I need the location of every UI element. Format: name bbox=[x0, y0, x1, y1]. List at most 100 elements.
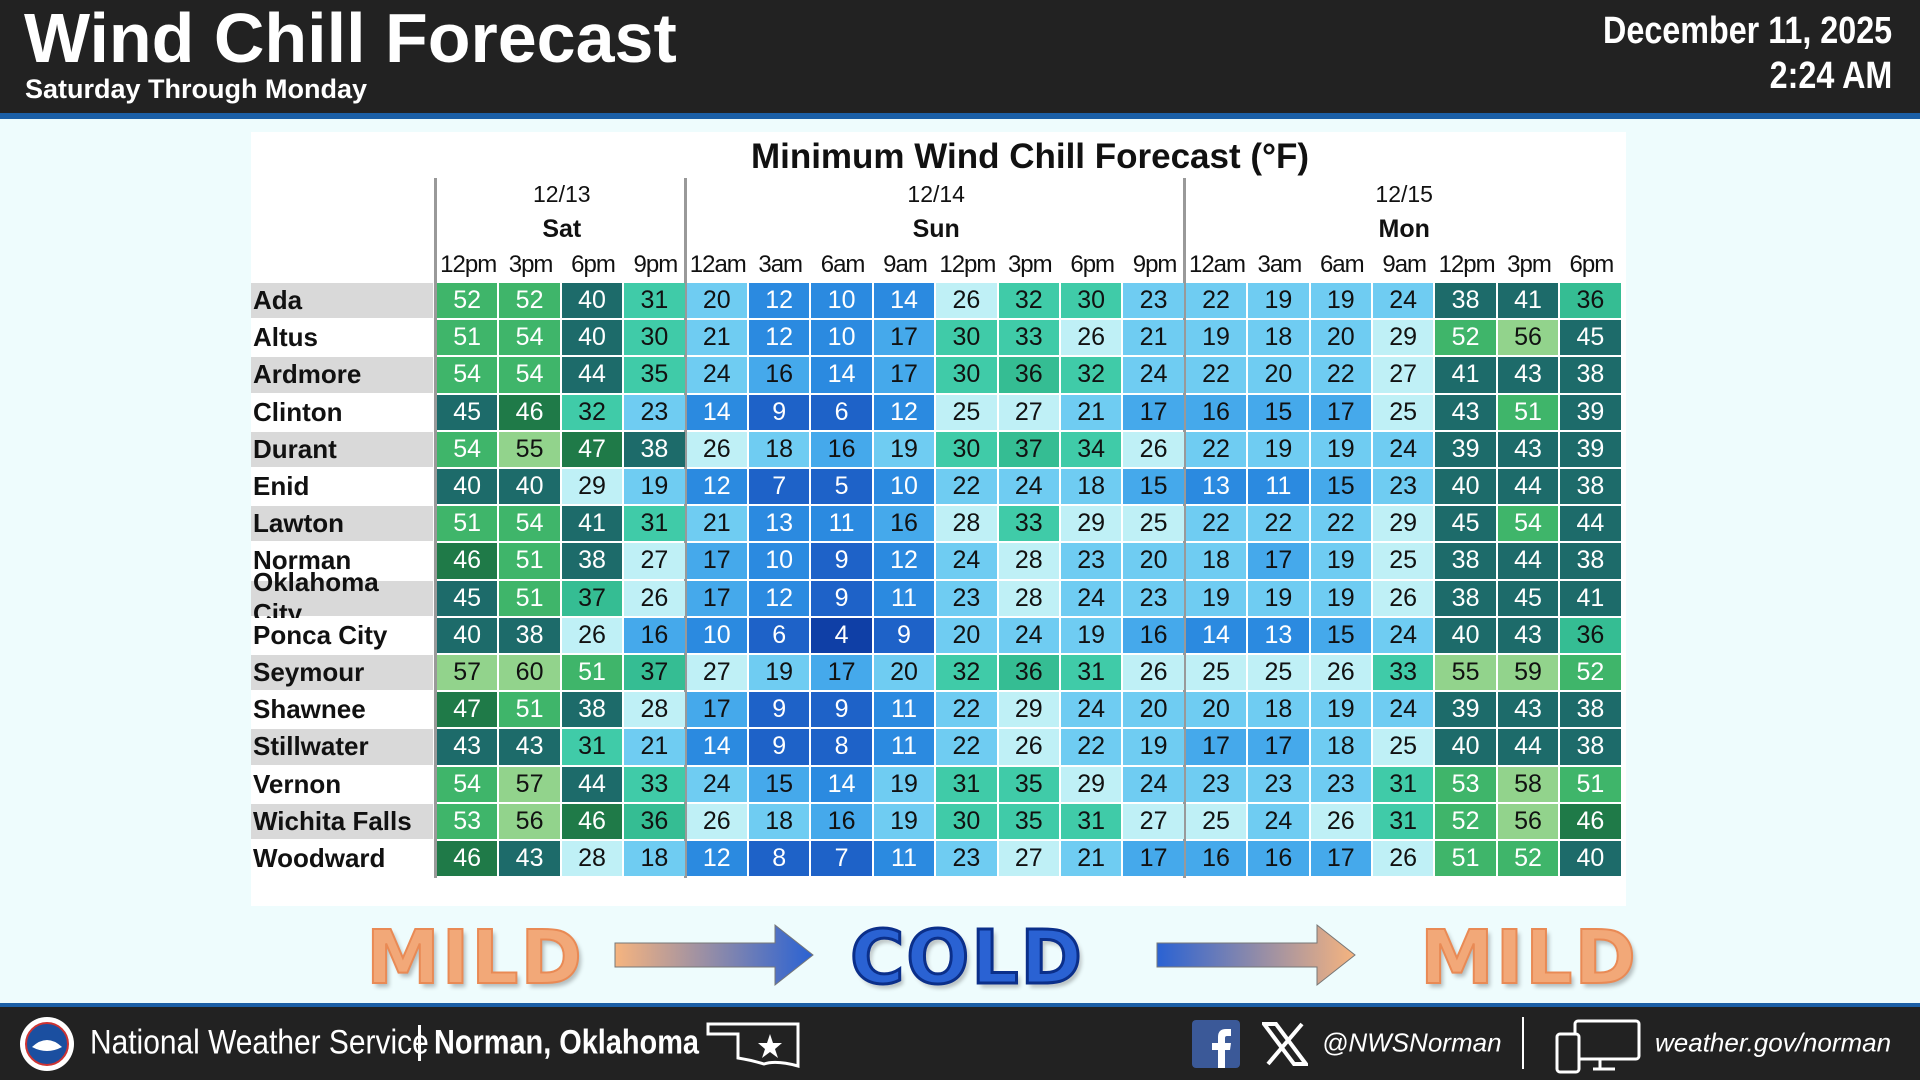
wind-chill-value: 13 bbox=[1185, 469, 1247, 505]
wind-chill-value: 38 bbox=[1435, 543, 1496, 579]
wind-chill-value: 10 bbox=[749, 543, 810, 579]
wind-chill-value: 17 bbox=[1248, 729, 1309, 765]
wind-chill-value: 40 bbox=[499, 469, 560, 505]
location: Stillwater bbox=[251, 729, 433, 765]
wind-chill-value: 9 bbox=[811, 692, 872, 728]
wind-chill-value: 12 bbox=[686, 841, 747, 877]
wind-chill-value: 23 bbox=[936, 580, 997, 616]
day-separator bbox=[1182, 178, 1186, 879]
wind-chill-value: 25 bbox=[1185, 803, 1247, 839]
time-label: 9am bbox=[1382, 251, 1427, 278]
wind-chill-value: 35 bbox=[624, 357, 685, 393]
wind-chill-value: 56 bbox=[1497, 320, 1559, 356]
wind-chill-value: 29 bbox=[1373, 506, 1434, 542]
location: Norman bbox=[251, 543, 433, 579]
wind-chill-value: 28 bbox=[936, 506, 997, 542]
wind-chill-value: 31 bbox=[936, 766, 997, 802]
wind-chill-value: 27 bbox=[624, 543, 685, 579]
wind-chill-value: 51 bbox=[499, 692, 560, 728]
wind-chill-value: 14 bbox=[686, 394, 747, 430]
day-date: 12/13 bbox=[533, 181, 591, 207]
wind-chill-value: 16 bbox=[1123, 617, 1184, 653]
wind-chill-value: 20 bbox=[1123, 543, 1184, 579]
title: Wind Chill Forecast bbox=[24, 0, 677, 77]
wind-chill-value: 54 bbox=[1497, 506, 1559, 542]
wind-chill-value: 21 bbox=[686, 506, 747, 542]
social[interactable]: @NWSNorman bbox=[1322, 1027, 1502, 1058]
time-label: 9pm bbox=[1132, 251, 1178, 278]
wind-chill-value: 51 bbox=[499, 580, 560, 616]
wind-chill-value: 21 bbox=[624, 729, 685, 765]
wind-chill-value: 37 bbox=[561, 580, 623, 616]
wind-chill-value: 18 bbox=[1185, 543, 1247, 579]
day-separator bbox=[434, 178, 437, 879]
wind-chill-value: 34 bbox=[1061, 431, 1122, 467]
wind-chill-value: 16 bbox=[811, 803, 872, 839]
wind-chill-value: 28 bbox=[561, 841, 623, 877]
wind-chill-value: 24 bbox=[1248, 803, 1309, 839]
wind-chill-value: 38 bbox=[1560, 729, 1621, 765]
wind-chill-value: 18 bbox=[1248, 320, 1309, 356]
wind-chill-value: 26 bbox=[686, 431, 747, 467]
wind-chill-value: 24 bbox=[1123, 357, 1184, 393]
wind-chill-value: 44 bbox=[561, 357, 623, 393]
wind-chill-value: 30 bbox=[936, 357, 997, 393]
location: Durant bbox=[251, 431, 433, 467]
wind-chill-value: 24 bbox=[1373, 431, 1434, 467]
wind-chill-value: 51 bbox=[437, 320, 498, 356]
wind-chill-value: 38 bbox=[1435, 580, 1496, 616]
wind-chill-value: 19 bbox=[873, 431, 935, 467]
time-label: 3pm bbox=[1507, 251, 1552, 278]
time-label: 12am bbox=[1188, 251, 1246, 278]
facebook-icon[interactable] bbox=[1192, 1020, 1242, 1068]
wind-chill-value: 54 bbox=[437, 431, 498, 467]
wind-chill-value: 28 bbox=[624, 692, 685, 728]
oklahoma-icon bbox=[706, 1022, 800, 1068]
wind-chill-value: 20 bbox=[873, 655, 935, 691]
wind-chill-value: 15 bbox=[1248, 394, 1309, 430]
banner-cold: COLD bbox=[849, 914, 1084, 1003]
location: Altus bbox=[251, 320, 433, 356]
location: Enid bbox=[251, 469, 433, 505]
wind-chill-value: 26 bbox=[1310, 803, 1371, 839]
wind-chill-value: 22 bbox=[936, 692, 997, 728]
time-label: 9am bbox=[883, 251, 928, 278]
wind-chill-value: 4 bbox=[811, 617, 872, 653]
wind-chill-value: 18 bbox=[749, 803, 810, 839]
wind-chill-value: 22 bbox=[1310, 357, 1371, 393]
wind-chill-value: 18 bbox=[624, 841, 685, 877]
wind-chill-value: 17 bbox=[1123, 841, 1184, 877]
office: Norman, Oklahoma bbox=[434, 1023, 699, 1062]
wind-chill-value: 33 bbox=[1373, 655, 1434, 691]
wind-chill-value: 19 bbox=[1248, 580, 1309, 616]
time-label: 12pm bbox=[1438, 251, 1496, 278]
wind-chill-value: 24 bbox=[1061, 692, 1122, 728]
wind-chill-value: 51 bbox=[561, 655, 623, 691]
wind-chill-value: 46 bbox=[437, 841, 498, 877]
wind-chill-value: 25 bbox=[1248, 655, 1309, 691]
banner-mild: MILD bbox=[365, 914, 584, 1002]
wind-chill-value: 40 bbox=[561, 283, 623, 319]
wind-chill-value: 19 bbox=[624, 469, 685, 505]
wind-chill-value: 19 bbox=[1310, 543, 1371, 579]
wind-chill-value: 52 bbox=[1435, 803, 1496, 839]
time-label: 12pm bbox=[440, 251, 497, 278]
wind-chill-value: 15 bbox=[1123, 469, 1184, 505]
website[interactable]: weather.gov/norman bbox=[1655, 1027, 1892, 1058]
wind-chill-value: 40 bbox=[437, 617, 498, 653]
wind-chill-value: 14 bbox=[811, 766, 872, 802]
wind-chill-value: 26 bbox=[624, 580, 685, 616]
time-label: 9pm bbox=[633, 251, 679, 278]
wind-chill-value: 17 bbox=[1185, 729, 1247, 765]
wind-chill-value: 22 bbox=[1185, 283, 1247, 319]
wind-chill-value: 17 bbox=[873, 357, 935, 393]
wind-chill-value: 17 bbox=[1248, 543, 1309, 579]
x-icon[interactable] bbox=[1262, 1022, 1308, 1066]
wind-chill-value: 38 bbox=[1560, 469, 1621, 505]
wind-chill-value: 52 bbox=[1435, 320, 1496, 356]
separator bbox=[418, 1025, 421, 1061]
wind-chill-value: 12 bbox=[873, 543, 935, 579]
wind-chill-value: 12 bbox=[749, 320, 810, 356]
wind-chill-value: 24 bbox=[1373, 283, 1434, 319]
wind-chill-value: 22 bbox=[1185, 431, 1247, 467]
